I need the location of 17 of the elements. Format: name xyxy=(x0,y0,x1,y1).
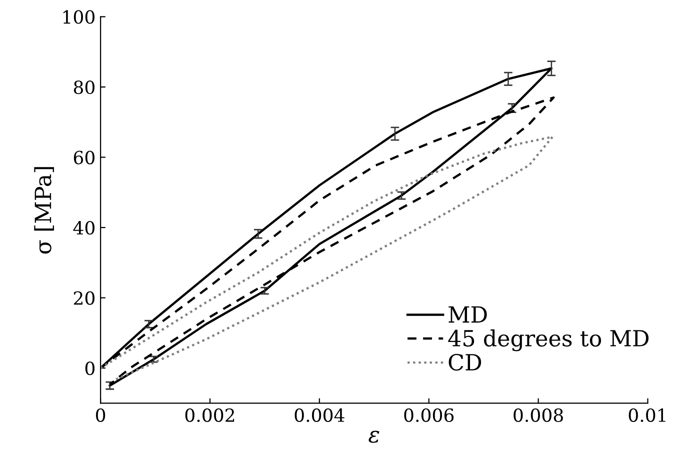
y-tick-label: 80 xyxy=(74,80,94,94)
x-tick-label: 0.006 xyxy=(404,408,454,422)
y-tick-label: 60 xyxy=(74,150,94,164)
x-axis-title: ε xyxy=(368,430,380,443)
x-tick-label: 0.004 xyxy=(294,408,344,422)
x-tick-label: 0.01 xyxy=(628,408,666,422)
y-tick-label: 40 xyxy=(73,220,94,235)
y-tick-label: 0 xyxy=(85,362,94,376)
legend-label: CD xyxy=(448,354,482,371)
legend-label: MD xyxy=(448,306,487,323)
y-axis-title: σ [MPa] xyxy=(34,167,54,254)
legend-label: 45 degrees to MD xyxy=(448,329,649,352)
y-tick-label: 20 xyxy=(74,291,94,305)
y-tick-label: 100 xyxy=(63,10,94,24)
x-tick-label: 0 xyxy=(96,408,106,422)
x-tick-label: 0.002 xyxy=(185,408,234,422)
x-tick-label: 0.008 xyxy=(514,408,563,422)
